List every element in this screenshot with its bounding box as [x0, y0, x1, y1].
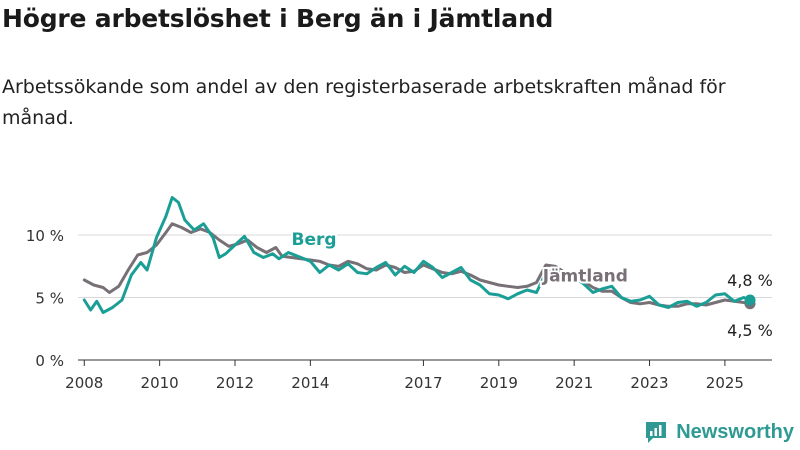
x-tick-label: 2021: [555, 374, 593, 392]
y-tick-label: 5 %: [35, 290, 64, 308]
x-tick-label: 2023: [630, 374, 668, 392]
series-line-jamtland: [82, 222, 752, 308]
chart-subtitle: Arbetssökande som andel av den registerb…: [2, 76, 726, 129]
brand-footer: Newsworthy: [643, 419, 794, 445]
x-tick-label: 2017: [404, 374, 442, 392]
series-line-berg: [82, 196, 752, 314]
y-tick-label: 10 %: [26, 227, 64, 245]
x-tick-label: 2008: [65, 374, 103, 392]
end-label-berg: 4,8 %: [727, 271, 773, 290]
x-tick-label: 2010: [141, 374, 179, 392]
newsworthy-logo-icon: [646, 422, 667, 443]
series-end-dot-berg: [744, 294, 756, 306]
x-tick-label: 2025: [706, 374, 744, 392]
y-tick-label: 0 %: [35, 352, 64, 370]
brand-name: Newsworthy: [676, 420, 794, 443]
x-tick-label: 2012: [216, 374, 254, 392]
series-label-jamtland: Jämtland: [542, 266, 628, 286]
x-tick-label: 2014: [291, 374, 329, 392]
end-label-jamtland: 4,5 %: [727, 321, 773, 340]
chart-title: Högre arbetslöshet i Berg än i Jämtland: [2, 4, 554, 33]
series-label-berg: Berg: [292, 230, 337, 250]
x-tick-label: 2019: [480, 374, 518, 392]
